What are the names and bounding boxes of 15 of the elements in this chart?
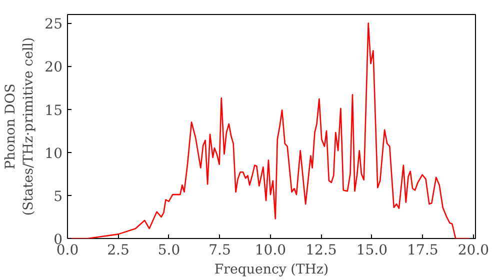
x-tick-label: 5.0 xyxy=(158,242,180,258)
x-tick-label: 2.5 xyxy=(107,242,130,258)
y-tick-label: 10 xyxy=(44,146,63,162)
x-tick-label: 20.0 xyxy=(458,242,490,258)
y-tick-label: 15 xyxy=(44,102,63,119)
x-tick-label: 17.5 xyxy=(407,242,438,258)
x-tick-label: 15.0 xyxy=(356,242,388,258)
y-tick-label: 25 xyxy=(44,16,63,33)
y-tick-label: 20 xyxy=(44,60,63,76)
y-axis-title: Phonon DOS (States/THz·primitive cell) xyxy=(4,37,37,216)
x-axis-title: Frequency (THz) xyxy=(214,262,329,278)
x-tick-label: 10.0 xyxy=(254,242,286,258)
x-tick-label: 12.5 xyxy=(306,242,337,258)
y-tick-label: 5 xyxy=(54,188,63,205)
x-tick-label: 7.5 xyxy=(208,242,231,258)
